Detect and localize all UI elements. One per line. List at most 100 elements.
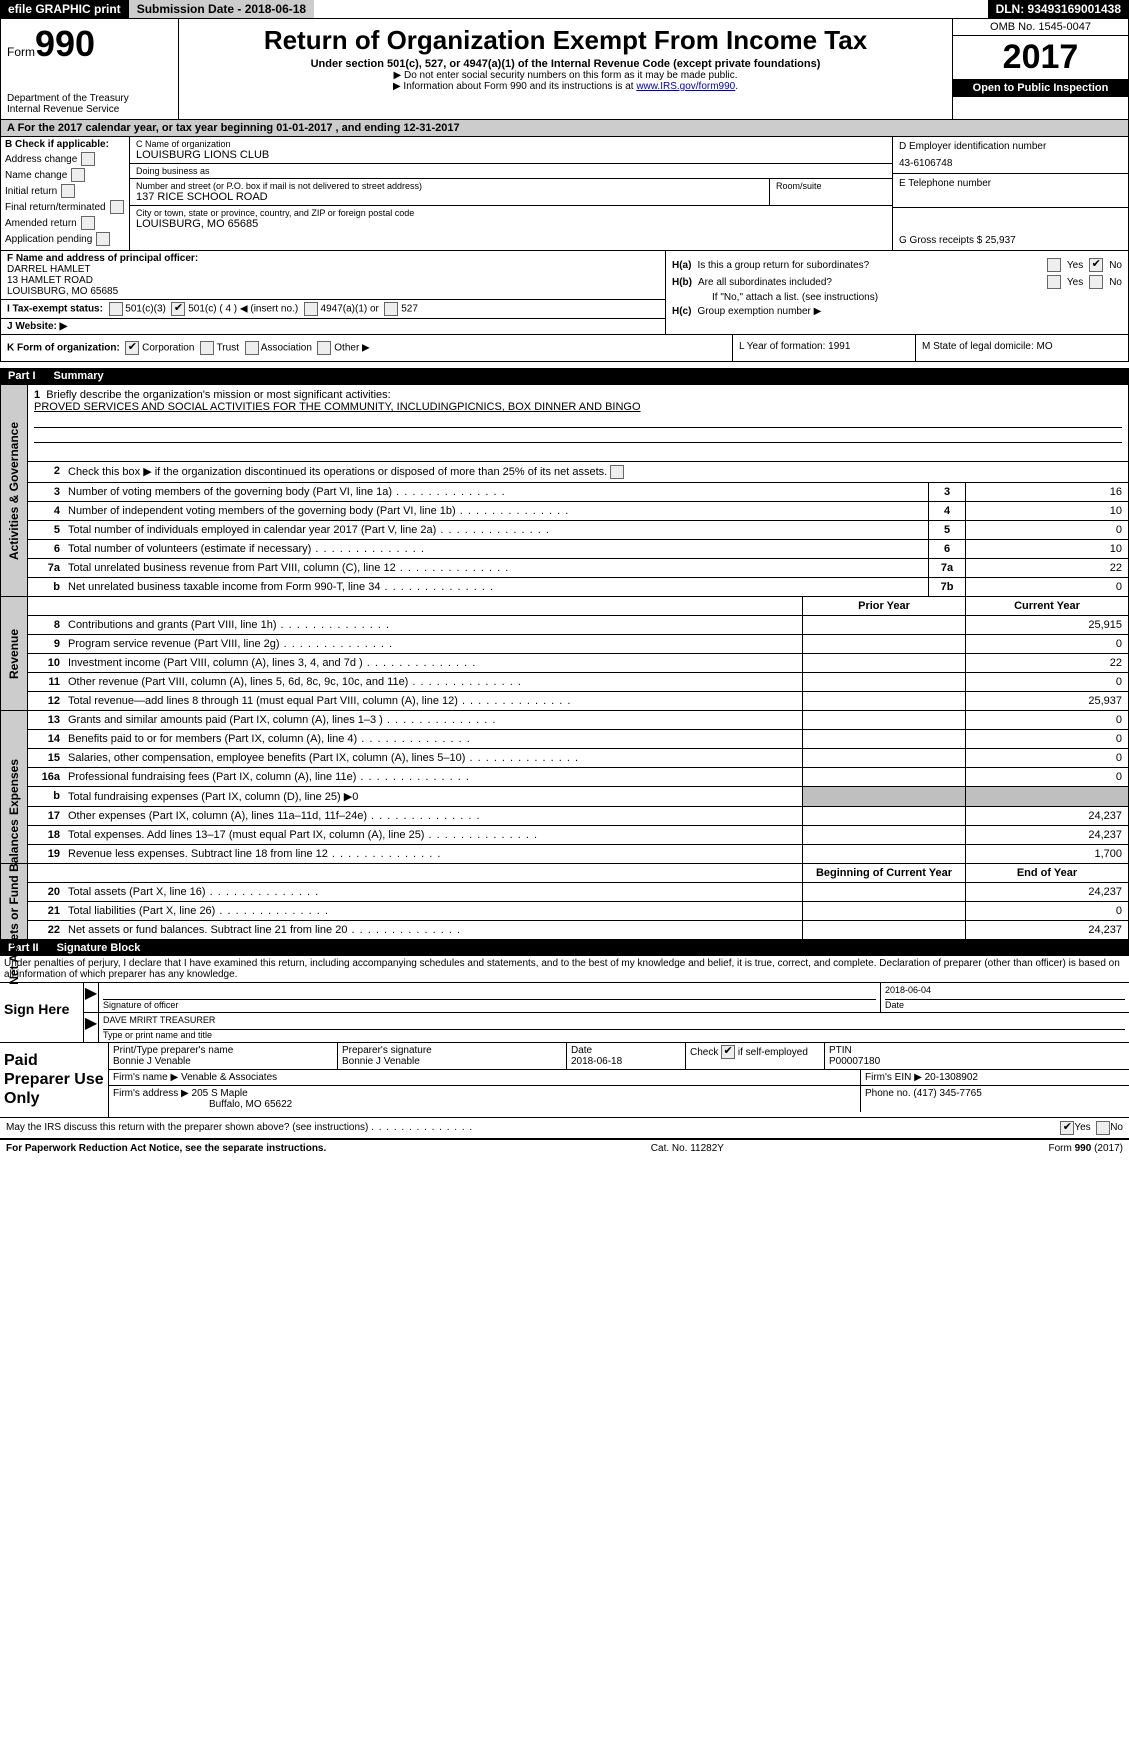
table-row: b Total fundraising expenses (Part IX, c…: [28, 787, 1128, 807]
header-left: Form990 Department of the Treasury Inter…: [1, 19, 179, 119]
officer-label: F Name and address of principal officer:: [7, 253, 659, 264]
row-klm: K Form of organization: Corporation Trus…: [0, 335, 1129, 362]
sign-columns: ▶ Signature of officer 2018-06-04 Date ▶…: [83, 983, 1129, 1042]
opt-4947: 4947(a)(1) or: [321, 304, 379, 315]
ha-label: H(a): [672, 260, 691, 271]
checkbox-icon[interactable]: [1096, 1121, 1110, 1135]
checkbox-icon[interactable]: [317, 341, 331, 355]
row-l: L Year of formation: 1991: [733, 335, 916, 361]
row-a-tax-year: A For the 2017 calendar year, or tax yea…: [0, 120, 1129, 137]
no-label: No: [1109, 277, 1122, 288]
firm-ein-cell: Firm's EIN ▶ 20-1308902: [861, 1070, 1129, 1085]
omb-number: OMB No. 1545-0047: [953, 19, 1128, 36]
checkbox-icon[interactable]: [610, 465, 624, 479]
line-box: 3: [928, 483, 966, 501]
beginning-year-head: Beginning of Current Year: [802, 864, 966, 882]
yes-label: Yes: [1067, 277, 1083, 288]
table-row: 15 Salaries, other compensation, employe…: [28, 749, 1128, 768]
website-cell: J Website: ▶: [1, 319, 665, 334]
current-value: 0: [966, 711, 1128, 729]
checkbox-icon[interactable]: [1089, 275, 1103, 289]
mission-text: PROVED SERVICES AND SOCIAL ACTIVITIES FO…: [34, 401, 1122, 413]
mission-box: 1 Briefly describe the organization's mi…: [28, 385, 1128, 462]
checkbox-icon[interactable]: [384, 302, 398, 316]
footer-right: Form 990 (2017): [1049, 1143, 1123, 1154]
sign-here-row: Sign Here ▶ Signature of officer 2018-06…: [0, 982, 1129, 1042]
gov-body: 1 Briefly describe the organization's mi…: [28, 385, 1128, 596]
checkbox-icon[interactable]: [81, 216, 95, 230]
col-b-checkboxes: B Check if applicable: Address change Na…: [1, 137, 130, 250]
part2-bar: Part II Signature Block: [0, 940, 1129, 956]
row-m: M State of legal domicile: MO: [916, 335, 1128, 361]
prep-date-label: Date: [571, 1045, 681, 1056]
header-right: OMB No. 1545-0047 2017 Open to Public In…: [952, 19, 1128, 119]
table-row: 17 Other expenses (Part IX, column (A), …: [28, 807, 1128, 826]
prep-date-cell: Date 2018-06-18: [567, 1043, 686, 1069]
current-value: 0: [966, 673, 1128, 691]
prior-year-head: Prior Year: [802, 597, 966, 615]
end-year-head: End of Year: [966, 864, 1128, 882]
checkbox-icon[interactable]: [1047, 275, 1061, 289]
prior-value: [802, 921, 966, 939]
sig-date-label: Date: [885, 1000, 1125, 1010]
footer-mid: Cat. No. 11282Y: [651, 1143, 724, 1154]
ptin-label: PTIN: [829, 1045, 1125, 1056]
firm-addr-label: Firm's address ▶: [113, 1088, 189, 1099]
open-to-public: Open to Public Inspection: [953, 80, 1128, 97]
current-value: 0: [966, 635, 1128, 653]
prior-value: [802, 807, 966, 825]
checkbox-icon[interactable]: [1089, 258, 1103, 272]
checkbox-icon[interactable]: [1060, 1121, 1074, 1135]
checkbox-icon[interactable]: [125, 341, 139, 355]
current-value: 1,700: [966, 845, 1128, 863]
street-value: 137 RICE SCHOOL ROAD: [136, 191, 763, 203]
checkbox-icon[interactable]: [96, 232, 110, 246]
net-header: Beginning of Current Year End of Year: [28, 864, 1128, 883]
sig-line-2: ▶ DAVE MRIRT TREASURER Type or print nam…: [84, 1013, 1129, 1042]
summary-governance: Activities & Governance 1 Briefly descri…: [0, 384, 1129, 597]
checkbox-icon[interactable]: [61, 184, 75, 198]
net-body: Beginning of Current Year End of Year 20…: [28, 864, 1128, 939]
col-b-title: B Check if applicable:: [5, 139, 125, 150]
org-name-cell: C Name of organization LOUISBURG LIONS C…: [130, 137, 892, 164]
ptin-cell: PTIN P00007180: [825, 1043, 1129, 1069]
sidetab-revenue: Revenue: [1, 597, 28, 710]
checkbox-icon[interactable]: [109, 302, 123, 316]
checkbox-icon[interactable]: [71, 168, 85, 182]
checkbox-icon[interactable]: [110, 200, 124, 214]
checkbox-icon[interactable]: [304, 302, 318, 316]
dept-irs: Internal Revenue Service: [7, 104, 172, 115]
checkbox-icon[interactable]: [721, 1045, 735, 1059]
footer-left: For Paperwork Reduction Act Notice, see …: [6, 1143, 326, 1154]
line-value: 16: [966, 483, 1128, 501]
line-box: 5: [928, 521, 966, 539]
topbar-spacer: [314, 0, 987, 18]
firm-addr1: 205 S Maple: [192, 1088, 248, 1099]
prep-name-value: Bonnie J Venable: [113, 1056, 333, 1067]
checkbox-icon[interactable]: [81, 152, 95, 166]
firm-phone-cell: Phone no. (417) 345-7765: [861, 1086, 1129, 1112]
dln-label: DLN: 93493169001438: [988, 0, 1129, 18]
checkbox-icon[interactable]: [1047, 258, 1061, 272]
current-year-head: Current Year: [966, 597, 1128, 615]
col-c-org-info: C Name of organization LOUISBURG LIONS C…: [130, 137, 892, 250]
checkbox-icon[interactable]: [245, 341, 259, 355]
arrow-icon: ▶: [84, 983, 98, 1012]
no-label: No: [1110, 1122, 1123, 1133]
ein-label: D Employer identification number: [899, 141, 1122, 152]
officer-city: LOUISBURG, MO 65685: [7, 286, 659, 297]
prep-line-1: Print/Type preparer's name Bonnie J Vena…: [109, 1043, 1129, 1070]
yes-label: Yes: [1074, 1122, 1090, 1133]
sig-officer: Signature of officer: [98, 983, 880, 1012]
checkbox-icon[interactable]: [200, 341, 214, 355]
city-label: City or town, state or province, country…: [136, 208, 886, 218]
room-label: Room/suite: [776, 181, 886, 191]
checkbox-icon[interactable]: [171, 302, 185, 316]
table-row: 16a Professional fundraising fees (Part …: [28, 768, 1128, 787]
prior-value: [802, 730, 966, 748]
prior-value: [802, 845, 966, 863]
street-row: Number and street (or P.O. box if mail i…: [130, 179, 892, 206]
part1-num: Part I: [8, 370, 36, 382]
lower-right-h: H(a) Is this a group return for subordin…: [666, 251, 1128, 334]
irs-link[interactable]: www.IRS.gov/form990: [636, 81, 735, 92]
